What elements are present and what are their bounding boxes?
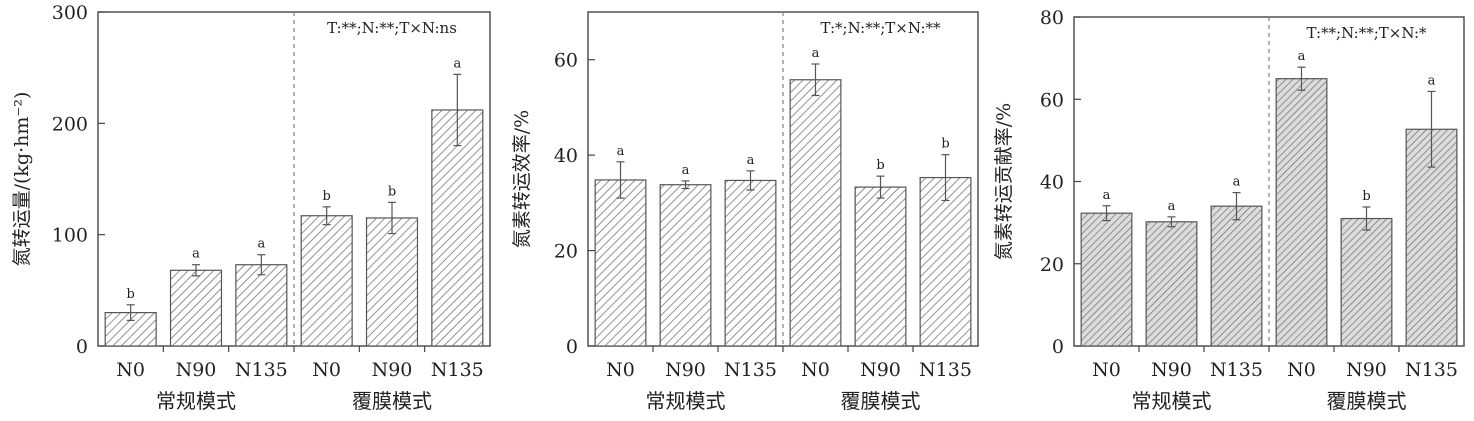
significance-letter: a	[453, 56, 461, 71]
x-tick-label: N0	[606, 359, 635, 381]
significance-letter: a	[257, 237, 265, 252]
group-label: 覆膜模式	[1327, 389, 1407, 413]
bar	[789, 79, 842, 347]
x-tick-label: N90	[1151, 359, 1192, 381]
x-tick-label: N0	[801, 359, 830, 381]
x-tick-label: N90	[665, 359, 706, 381]
y-tick-label: 20	[1040, 254, 1064, 276]
y-tick-label: 40	[554, 145, 578, 167]
x-tick-label: N135	[919, 359, 972, 381]
y-axis-label: 氮转运量/(kg·hm⁻²)	[11, 92, 33, 267]
x-tick-label: N90	[1346, 359, 1387, 381]
stats-annotation: T:**;N:**;T×N:ns	[327, 19, 457, 37]
x-tick-label: N90	[176, 359, 217, 381]
significance-letter: a	[747, 153, 755, 168]
group-label: 常规模式	[1132, 389, 1212, 413]
y-axis-label: 氮素转运贡献率/%	[993, 103, 1015, 260]
group-label: 覆膜模式	[841, 389, 921, 413]
significance-letter: a	[1298, 49, 1306, 64]
significance-letter: a	[812, 46, 820, 61]
bar	[1275, 78, 1328, 347]
significance-letter: b	[941, 137, 949, 152]
x-tick-label: N135	[724, 359, 777, 381]
bar	[919, 176, 972, 347]
y-tick-label: 200	[52, 113, 88, 135]
bar	[235, 264, 288, 347]
y-tick-label: 20	[554, 241, 578, 263]
significance-letter: a	[682, 163, 690, 178]
y-tick-label: 60	[1040, 89, 1064, 111]
group-label: 常规模式	[646, 389, 726, 413]
significance-letter: a	[192, 247, 200, 262]
significance-letter: b	[876, 158, 884, 173]
x-tick-label: N135	[1210, 359, 1263, 381]
bar	[300, 215, 353, 347]
stats-annotation: T:*;N:**;T×N:**	[821, 19, 941, 37]
significance-letter: a	[1168, 199, 1176, 214]
chart-panel-2: 0 20 40 60 a N0 a N90 a N135 a N0 b N90 b N135 常规模式 覆膜模式 T…	[511, 11, 979, 413]
group-label: 常规模式	[156, 389, 236, 413]
y-tick-label: 0	[76, 336, 88, 358]
bar	[1145, 221, 1198, 347]
y-tick-label: 100	[52, 225, 88, 247]
x-tick-label: N135	[431, 359, 484, 381]
significance-letter: b	[388, 184, 396, 199]
significance-letter: b	[323, 189, 331, 204]
x-tick-label: N0	[1287, 359, 1316, 381]
significance-letter: a	[617, 144, 625, 159]
y-tick-label: 80	[1040, 7, 1064, 29]
x-tick-label: N135	[235, 359, 288, 381]
x-tick-label: N0	[116, 359, 145, 381]
y-tick-label: 0	[566, 336, 578, 358]
significance-letter: a	[1103, 188, 1111, 203]
chart-panel-1: 0 100 200 300 b N0 a N90 a N135 b N0 b N90 a N135 常规模式 覆膜…	[11, 2, 491, 413]
significance-letter: a	[1428, 73, 1436, 88]
bar	[169, 269, 223, 347]
significance-letter: b	[1362, 189, 1370, 204]
group-label: 覆膜模式	[352, 389, 432, 413]
stats-annotation: T:**;N:**;T×N:*	[1307, 24, 1427, 42]
x-tick-label: N0	[1092, 359, 1121, 381]
x-tick-label: N90	[860, 359, 901, 381]
bar	[659, 184, 712, 347]
significance-letter: b	[127, 287, 135, 302]
bar	[1210, 205, 1263, 347]
bar	[854, 186, 907, 347]
y-tick-label: 60	[554, 50, 578, 72]
bar	[724, 179, 777, 347]
x-tick-label: N90	[372, 359, 413, 381]
y-tick-label: 40	[1040, 172, 1064, 194]
significance-letter: a	[1233, 175, 1241, 190]
bar	[365, 217, 419, 347]
chart-panel-3: 0 20 40 60 80 a N0 a N90 a N135 a N0 b N90 a N135 常规模式 覆膜模…	[993, 7, 1465, 413]
bar	[1080, 212, 1133, 347]
y-tick-label: 0	[1052, 336, 1064, 358]
y-tick-label: 300	[52, 2, 88, 24]
bar	[594, 179, 647, 347]
bar	[1340, 217, 1393, 347]
x-tick-label: N0	[312, 359, 341, 381]
y-axis-label: 氮素转运效率/%	[511, 110, 533, 248]
x-tick-label: N135	[1405, 359, 1458, 381]
